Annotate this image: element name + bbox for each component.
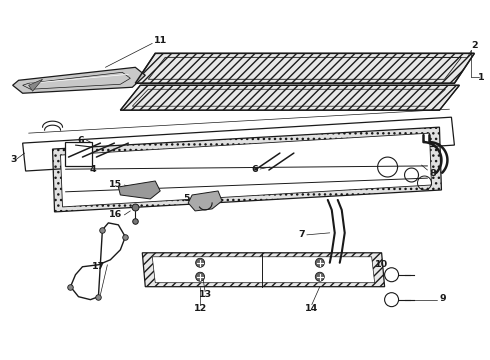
Polygon shape bbox=[119, 181, 160, 199]
Text: 1: 1 bbox=[478, 73, 485, 82]
Text: 13: 13 bbox=[199, 290, 212, 299]
Text: 15: 15 bbox=[109, 180, 122, 189]
Circle shape bbox=[385, 268, 398, 282]
Polygon shape bbox=[152, 257, 375, 283]
Polygon shape bbox=[121, 85, 460, 110]
Circle shape bbox=[385, 293, 398, 307]
Text: 4: 4 bbox=[89, 165, 96, 174]
Text: 3: 3 bbox=[11, 154, 17, 163]
Text: 17: 17 bbox=[92, 262, 105, 271]
Polygon shape bbox=[52, 127, 441, 212]
Circle shape bbox=[315, 272, 324, 281]
Text: 8: 8 bbox=[429, 168, 436, 177]
Text: 11: 11 bbox=[154, 36, 167, 45]
Polygon shape bbox=[61, 133, 432, 207]
Circle shape bbox=[315, 258, 324, 267]
FancyBboxPatch shape bbox=[65, 142, 93, 166]
Polygon shape bbox=[188, 191, 222, 211]
Polygon shape bbox=[28, 79, 43, 91]
Text: 16: 16 bbox=[109, 210, 122, 219]
Text: 7: 7 bbox=[298, 230, 305, 239]
Polygon shape bbox=[142, 253, 385, 287]
Circle shape bbox=[196, 272, 205, 281]
Polygon shape bbox=[135, 53, 474, 83]
Text: 6: 6 bbox=[251, 165, 258, 174]
Text: 10: 10 bbox=[374, 260, 388, 269]
Circle shape bbox=[196, 258, 205, 267]
Text: 5: 5 bbox=[184, 194, 190, 203]
Text: 14: 14 bbox=[305, 304, 318, 313]
Polygon shape bbox=[13, 67, 145, 93]
Text: 12: 12 bbox=[194, 304, 207, 313]
Text: 2: 2 bbox=[471, 41, 478, 50]
Text: 6: 6 bbox=[78, 136, 84, 145]
Text: 9: 9 bbox=[440, 294, 446, 303]
